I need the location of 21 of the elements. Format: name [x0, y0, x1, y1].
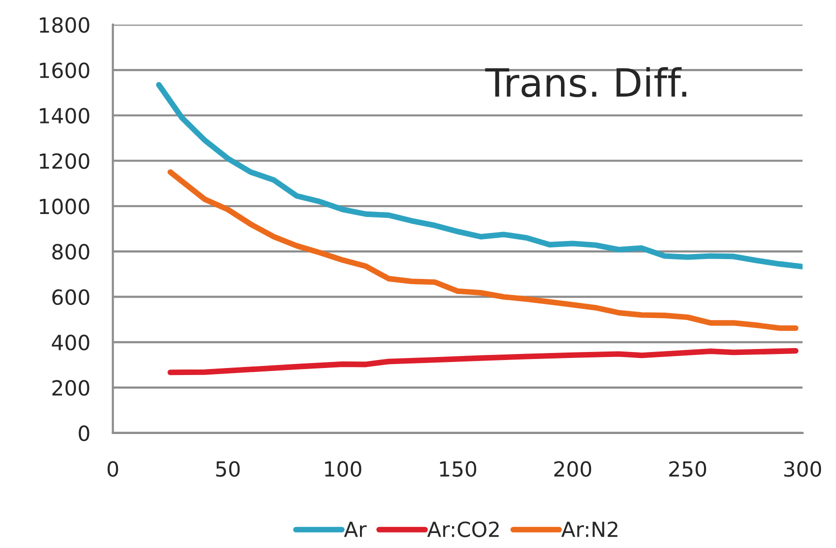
- x-tick-label: 0: [108, 461, 118, 477]
- y-tick-label: 800: [52, 244, 90, 260]
- legend-label: Ar:CO2: [427, 521, 499, 538]
- y-tick-label: 1000: [40, 198, 90, 214]
- y-tick-label: 1200: [40, 153, 90, 169]
- x-tick-label: 200: [554, 461, 592, 477]
- y-tick-label: 1800: [40, 17, 90, 33]
- x-tick-label: 150: [440, 461, 476, 477]
- y-tick-label: 200: [52, 380, 90, 396]
- y-tick-label: 600: [52, 289, 90, 306]
- legend-label: Ar: [344, 522, 367, 537]
- legend-label: Ar:N2: [561, 521, 618, 537]
- y-tick-label: 0: [78, 425, 90, 442]
- x-tick-label: 100: [325, 461, 362, 477]
- x-tick-label: 50: [216, 461, 240, 477]
- y-tick-label: 400: [52, 334, 90, 350]
- y-tick-label: 1400: [40, 108, 90, 124]
- text: Trans. Diff.: [485, 67, 686, 98]
- x-tick-label: 250: [669, 461, 706, 477]
- y-tick-label: 1600: [40, 62, 90, 78]
- x-tick-label: 300: [784, 461, 822, 477]
